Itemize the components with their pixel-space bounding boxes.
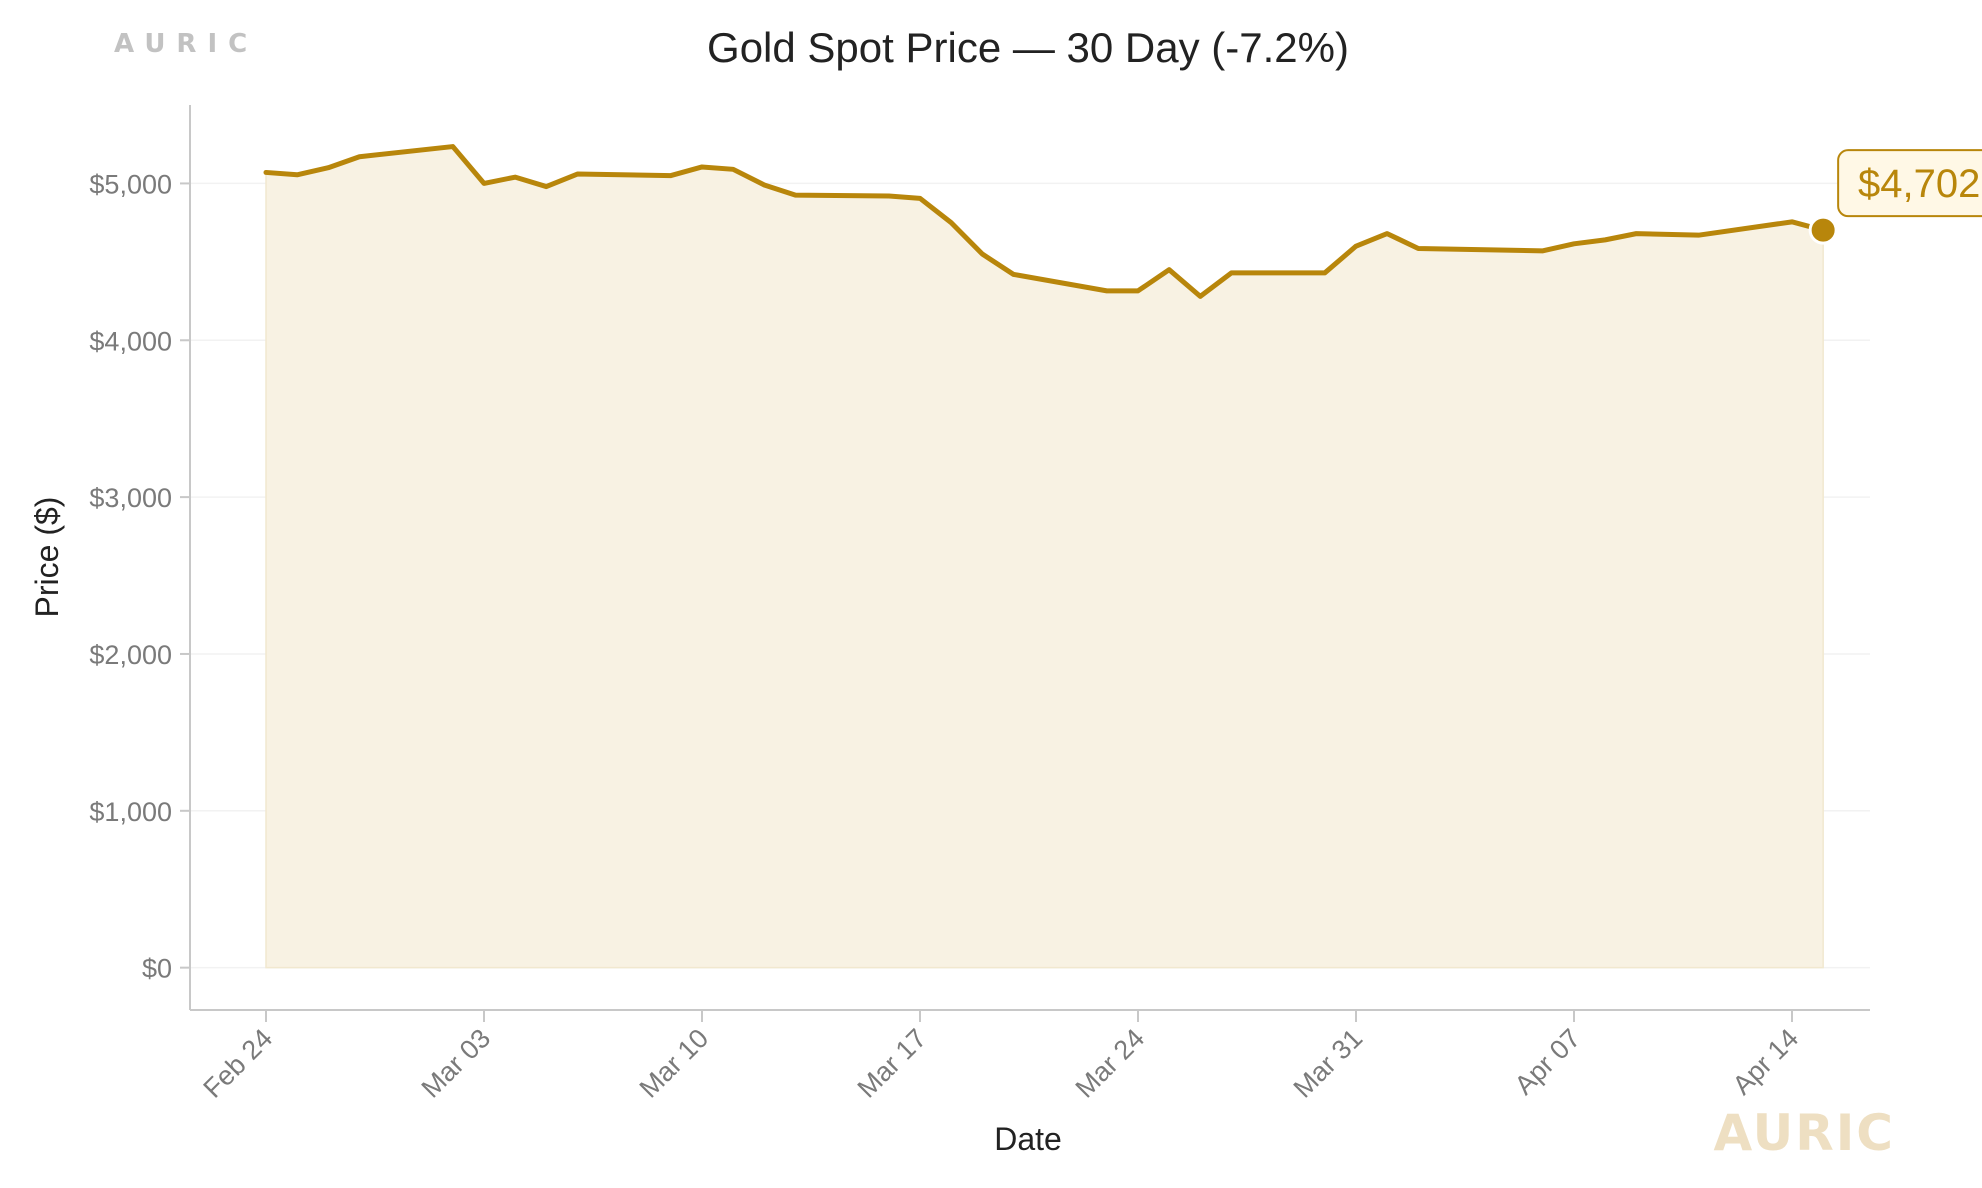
last-value-box	[1837, 149, 1982, 218]
y-axis-ticks: $0 $1,000 $2,000 $3,000 $4,000 $5,000	[89, 169, 190, 984]
y-axis-label: Price ($)	[29, 497, 65, 618]
price-line	[263, 144, 1826, 299]
price-line-series	[263, 144, 1826, 299]
x-tick-label: Feb 24	[198, 1023, 279, 1104]
x-tick-label: Mar 10	[634, 1023, 715, 1104]
x-tick-label: Mar 24	[1070, 1023, 1151, 1104]
x-tick-label: Apr 14	[1727, 1023, 1804, 1100]
x-axis-label: Date	[994, 1121, 1062, 1157]
axes	[189, 105, 1870, 1011]
x-tick-label: Mar 17	[852, 1023, 933, 1104]
y-tick-label: $2,000	[89, 640, 172, 670]
price-area	[265, 145, 1824, 969]
brand-logo-top: AURIC	[114, 29, 258, 59]
x-tick-label: Apr 07	[1509, 1023, 1586, 1100]
last-value-label: $4,702	[1858, 162, 1980, 206]
x-axis-ticks: Feb 24 Mar 03 Mar 10 Mar 17 Mar 24 Mar 31 Apr …	[198, 1010, 1804, 1104]
x-tick-label: Mar 31	[1288, 1023, 1369, 1104]
x-tick-label: Mar 03	[416, 1023, 497, 1104]
chart-title: Gold Spot Price — 30 Day (-7.2%)	[707, 24, 1349, 71]
y-tick-label: $1,000	[89, 797, 172, 827]
brand-watermark: AURIC	[1713, 1104, 1895, 1162]
last-value-annotation: $4,702	[1808, 149, 1982, 245]
last-value-marker	[1808, 215, 1838, 245]
price-area-fill	[265, 145, 1824, 969]
y-tick-label: $3,000	[89, 483, 172, 513]
y-tick-label: $5,000	[89, 169, 172, 199]
y-tick-label: $4,000	[89, 326, 172, 356]
y-tick-label: $0	[142, 954, 172, 984]
